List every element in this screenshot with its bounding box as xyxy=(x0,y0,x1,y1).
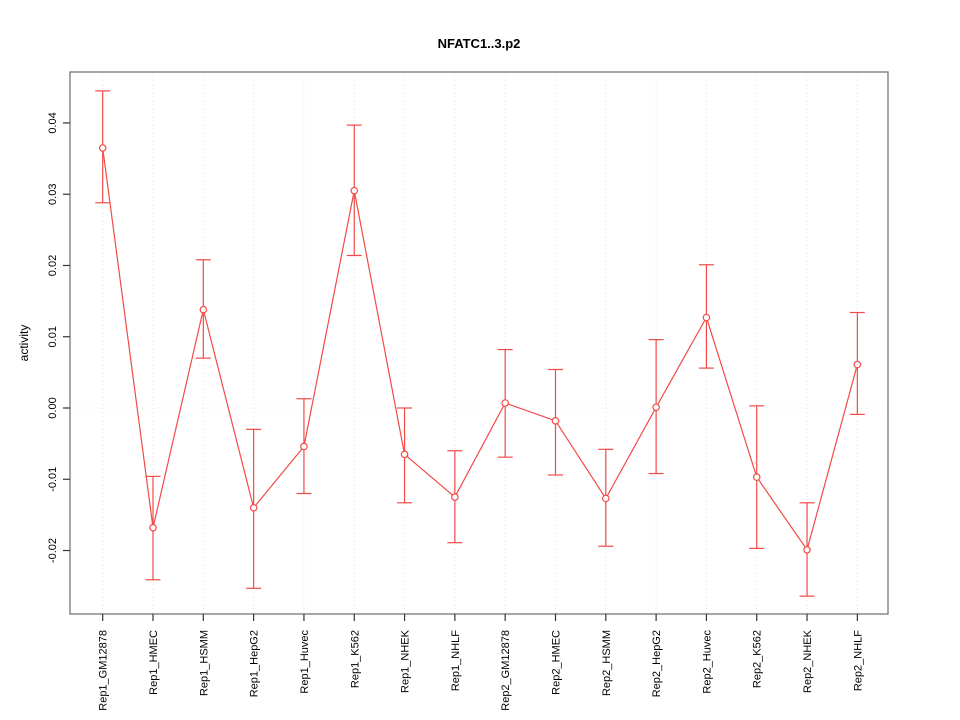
x-category-label: Rep2_K562 xyxy=(752,630,764,688)
data-point-marker xyxy=(149,523,157,532)
data-point-marker xyxy=(451,493,459,501)
x-category-label: Rep1_HMEC xyxy=(148,630,160,695)
data-point-marker xyxy=(249,503,258,512)
x-category-label: Rep2_GM12878 xyxy=(500,630,512,711)
data-point-marker xyxy=(803,546,811,554)
x-category-label: Rep2_NHEK xyxy=(802,629,814,693)
x-category-label: Rep2_NHLF xyxy=(852,630,864,691)
axis-ticks-group xyxy=(63,122,858,621)
data-point-marker xyxy=(199,305,208,314)
plot-box-group xyxy=(69,71,889,615)
gridlines-group xyxy=(102,72,858,614)
data-point-marker xyxy=(551,417,560,425)
y-tick-label: -0.01 xyxy=(47,467,59,492)
series-line-group xyxy=(102,147,858,552)
error-bars-group xyxy=(95,90,865,597)
x-category-label: Rep1_K562 xyxy=(349,630,361,688)
x-category-label: Rep2_Huvec xyxy=(701,630,713,694)
series-line xyxy=(102,147,858,552)
data-point-marker xyxy=(752,473,761,481)
chart-title: NFATC1..3.p2 xyxy=(438,36,521,51)
data-point-marker xyxy=(853,360,862,369)
x-category-label: Rep2_HSMM xyxy=(601,630,613,696)
x-category-label: Rep1_NHEK xyxy=(400,629,412,693)
x-category-label: Rep2_HMEC xyxy=(550,630,562,695)
tick-labels-group: 0.04 0.03 0.02 0.01 0.00 -0.01 -0.02 Rep1_GM128… xyxy=(47,112,864,710)
data-point-marker xyxy=(501,399,509,407)
y-tick-label: 0.04 xyxy=(47,112,59,133)
x-category-label: Rep1_HepG2 xyxy=(249,630,261,697)
y-tick-label: 0.03 xyxy=(47,184,59,205)
data-point-marker xyxy=(300,442,308,451)
data-points-group xyxy=(98,144,862,554)
y-tick-label: 0.01 xyxy=(47,326,59,347)
x-category-label: Rep1_Huvec xyxy=(299,630,311,694)
data-point-marker xyxy=(652,403,660,412)
y-tick-label: -0.02 xyxy=(47,538,59,563)
x-category-label: Rep1_GM12878 xyxy=(98,630,110,711)
data-point-marker xyxy=(350,186,359,195)
y-tick-label: 0.00 xyxy=(47,397,59,418)
plot-frame xyxy=(69,71,889,615)
data-point-marker xyxy=(601,494,610,503)
data-point-marker xyxy=(702,313,711,322)
data-point-marker xyxy=(400,450,409,459)
data-point-marker xyxy=(98,144,107,152)
y-axis-label: activity xyxy=(17,325,31,362)
x-category-label: Rep1_HSMM xyxy=(198,630,210,696)
x-category-label: Rep2_HepG2 xyxy=(651,630,663,697)
x-category-label: Rep1_NHLF xyxy=(450,630,462,691)
y-tick-label: 0.02 xyxy=(47,255,59,276)
